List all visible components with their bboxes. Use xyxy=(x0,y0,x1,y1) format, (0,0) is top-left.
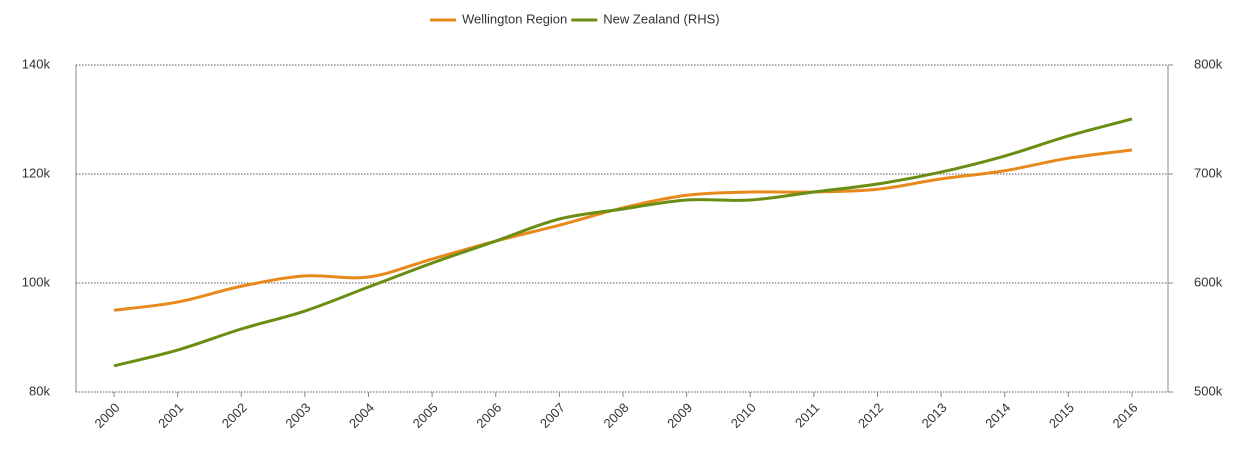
x-tick-label: 2002 xyxy=(219,400,250,431)
legend-label: New Zealand (RHS) xyxy=(603,11,719,26)
y-tick-label: 120k xyxy=(22,165,51,180)
x-tick-label: 2006 xyxy=(473,400,504,431)
x-tick-label: 2010 xyxy=(728,400,759,431)
y-tick-label: 140k xyxy=(22,56,51,71)
x-tick-label: 2011 xyxy=(792,400,822,430)
x-tick-label: 2012 xyxy=(855,400,886,431)
x-tick-label: 2001 xyxy=(155,400,186,431)
x-tick-label: 2015 xyxy=(1046,400,1077,431)
x-tick-label: 2000 xyxy=(91,400,122,431)
y2-tick-label: 800k xyxy=(1194,56,1223,71)
x-tick-label: 2009 xyxy=(664,400,695,431)
x-tick-label: 2007 xyxy=(537,400,568,431)
x-tick-label: 2005 xyxy=(410,400,441,431)
x-tick-label: 2008 xyxy=(600,400,631,431)
y2-tick-label: 500k xyxy=(1194,383,1223,398)
x-tick-label: 2013 xyxy=(919,400,950,431)
y2-tick-label: 600k xyxy=(1194,274,1223,289)
y2-tick-label: 700k xyxy=(1194,165,1223,180)
x-tick-label: 2016 xyxy=(1109,400,1140,431)
legend-label: Wellington Region xyxy=(462,11,567,26)
y-tick-label: 100k xyxy=(22,274,51,289)
x-tick-label: 2014 xyxy=(982,400,1013,431)
x-tick-label: 2003 xyxy=(282,400,313,431)
x-tick-label: 2004 xyxy=(346,400,377,431)
y-tick-label: 80k xyxy=(29,383,50,398)
series-line xyxy=(113,117,1133,368)
